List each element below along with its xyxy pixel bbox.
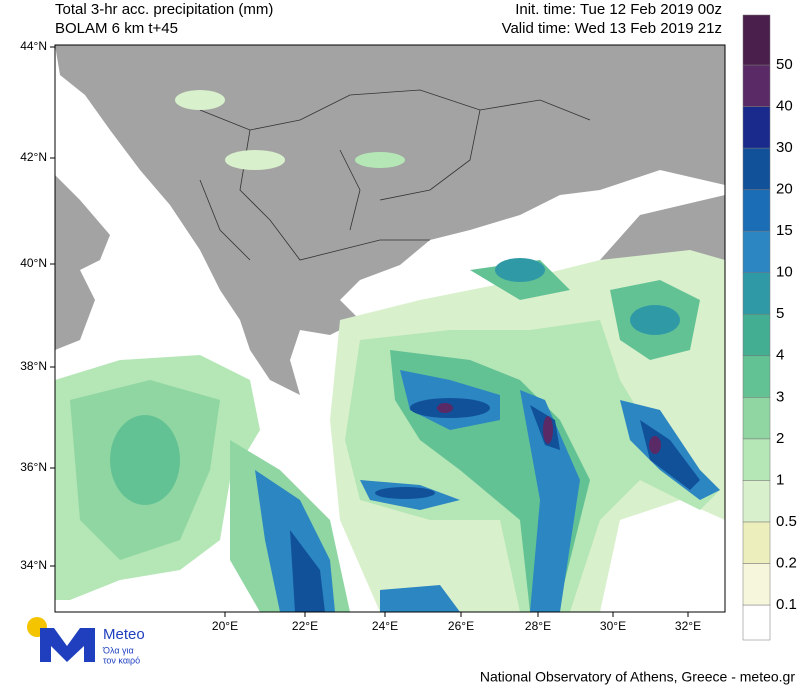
logo: Meteo Όλα για τον καιρό [27, 617, 145, 665]
lat-label: 38°N [20, 359, 47, 373]
colorbar-swatch [742, 106, 771, 149]
colorbar-label: 5 [776, 305, 784, 322]
colorbar-label: 0.2 [776, 554, 797, 571]
lon-label: 32°E [675, 619, 701, 633]
title: Total 3-hr acc. precipitation (mm) [55, 1, 273, 18]
colorbar: 0.1 0.2 0.5 1 2 3 4 5 10 15 20 30 40 50 [742, 14, 797, 641]
colorbar-swatch [742, 14, 771, 66]
logo-tagline: τον καιρό [103, 655, 140, 665]
colorbar-label: 10 [776, 264, 793, 281]
lat-label: 44°N [20, 39, 47, 53]
colorbar-label: 4 [776, 347, 784, 364]
lon-label: 24°E [372, 619, 398, 633]
lon-label: 30°E [600, 619, 626, 633]
colorbar-label: 30 [776, 139, 793, 156]
colorbar-swatch [742, 604, 771, 641]
colorbar-label: 0.5 [776, 513, 797, 530]
colorbar-label: 20 [776, 181, 793, 198]
colorbar-swatch [742, 397, 771, 440]
colorbar-swatch [742, 64, 771, 107]
logo-tagline: Όλα για [102, 645, 134, 655]
colorbar-swatch [742, 438, 771, 481]
precipitation [55, 90, 725, 612]
colorbar-label: 50 [776, 56, 793, 73]
colorbar-label: 3 [776, 388, 784, 405]
colorbar-swatch [742, 521, 771, 564]
lon-label: 28°E [525, 619, 551, 633]
colorbar-swatch [742, 147, 771, 190]
lon-label: 22°E [292, 619, 318, 633]
colorbar-label: 1 [776, 471, 784, 488]
colorbar-swatch [742, 189, 771, 232]
logo-name: Meteo [103, 626, 145, 643]
lon-label: 26°E [448, 619, 474, 633]
colorbar-swatch [742, 313, 771, 357]
lat-label: 34°N [20, 558, 47, 572]
balkans [55, 45, 725, 395]
lat-label: 36°N [20, 460, 47, 474]
colorbar-label: 2 [776, 430, 784, 447]
colorbar-swatch [742, 563, 771, 606]
colorbar-label: 0.1 [776, 596, 797, 613]
map-frame [54, 44, 726, 613]
colorbar-swatch [742, 230, 771, 273]
colorbar-swatch [742, 272, 771, 315]
colorbar-swatch [742, 355, 771, 398]
borders [199, 89, 591, 261]
map [55, 45, 725, 612]
footer-credit: National Observatory of Athens, Greece -… [480, 669, 795, 685]
valid-time: Valid time: Wed 13 Feb 2019 21z [502, 20, 722, 37]
lat-label: 42°N [20, 150, 47, 164]
axes: 44°N 42°N 40°N 38°N 36°N 34°N 20°E 22°E 24°E 26°E… [20, 39, 701, 633]
lat-label: 40°N [20, 256, 47, 270]
colorbar-label: 40 [776, 98, 793, 115]
lon-label: 20°E [212, 619, 238, 633]
model-label: BOLAM 6 km t+45 [55, 20, 178, 37]
italy [55, 175, 110, 350]
colorbar-swatch [742, 480, 771, 523]
colorbar-label: 15 [776, 222, 793, 239]
init-time: Init. time: Tue 12 Feb 2019 00z [515, 1, 722, 18]
